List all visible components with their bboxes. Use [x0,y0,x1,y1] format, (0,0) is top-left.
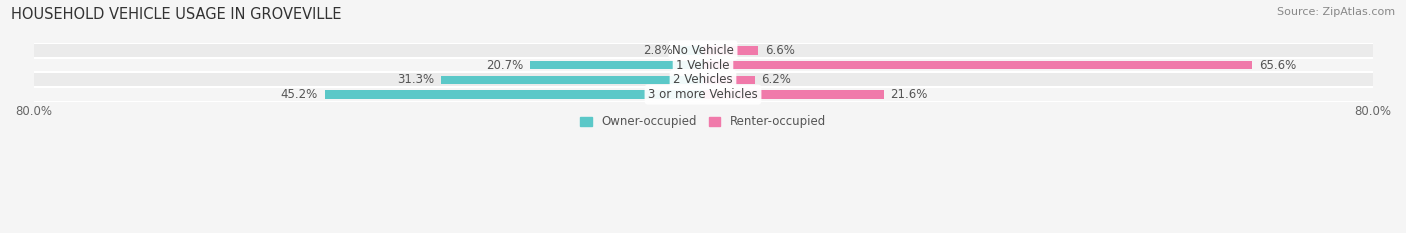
Text: No Vehicle: No Vehicle [672,44,734,57]
Bar [530,61,703,69]
Text: 6.2%: 6.2% [762,73,792,86]
Legend: Owner-occupied, Renter-occupied: Owner-occupied, Renter-occupied [579,116,827,128]
Bar [679,46,703,55]
Text: 1 Vehicle: 1 Vehicle [676,58,730,72]
Bar [34,58,1372,72]
Bar [325,90,703,99]
Text: 45.2%: 45.2% [281,88,318,101]
Text: 65.6%: 65.6% [1258,58,1296,72]
Text: 21.6%: 21.6% [890,88,928,101]
Bar [34,72,1372,87]
Bar [441,75,703,84]
Text: 2 Vehicles: 2 Vehicles [673,73,733,86]
Text: Source: ZipAtlas.com: Source: ZipAtlas.com [1277,7,1395,17]
Text: 6.6%: 6.6% [765,44,794,57]
Text: 20.7%: 20.7% [486,58,523,72]
Bar [703,61,1251,69]
Bar [703,75,755,84]
Bar [34,87,1372,102]
Text: HOUSEHOLD VEHICLE USAGE IN GROVEVILLE: HOUSEHOLD VEHICLE USAGE IN GROVEVILLE [11,7,342,22]
Bar [34,43,1372,58]
Text: 31.3%: 31.3% [398,73,434,86]
Text: 2.8%: 2.8% [643,44,673,57]
Bar [703,46,758,55]
Bar [703,90,884,99]
Text: 3 or more Vehicles: 3 or more Vehicles [648,88,758,101]
